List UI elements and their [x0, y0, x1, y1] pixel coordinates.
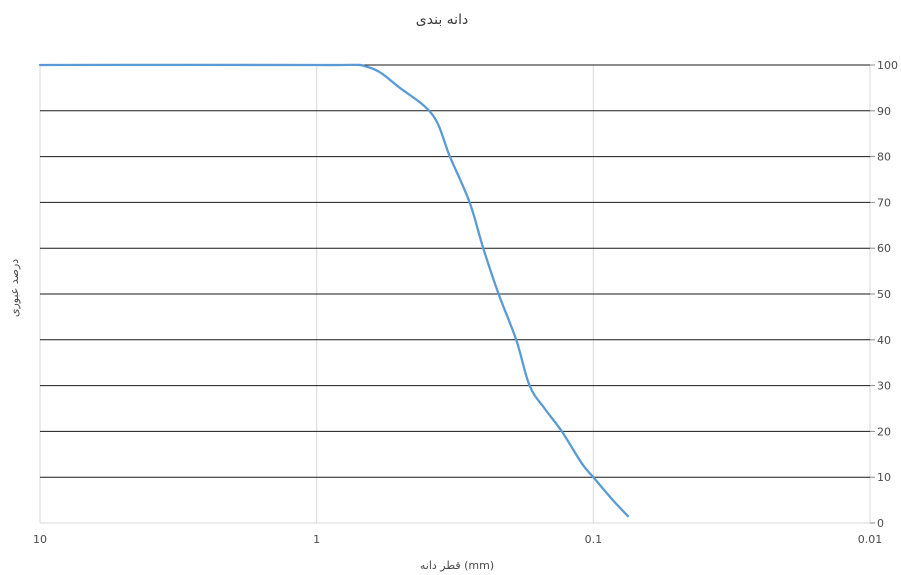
x-tick-label-1: 1 — [313, 533, 320, 546]
y-tick-label-5: 50 — [877, 288, 891, 301]
y-tick-label-8: 80 — [877, 151, 891, 164]
x-tick-label-2: 0.1 — [585, 533, 603, 546]
y-axis-label: درصد عبوری — [8, 259, 21, 317]
y-tick-label-7: 70 — [877, 196, 891, 209]
x-tick-labels: 10 1 0.1 0.01 — [33, 533, 882, 546]
y-tick-label-3: 30 — [877, 380, 891, 393]
series-line — [38, 63, 630, 518]
y-tick-labels: 0 10 20 30 40 50 60 70 80 90 100 — [877, 59, 898, 530]
x-tick-label-0: 10 — [33, 533, 47, 546]
y-tick-label-9: 90 — [877, 105, 891, 118]
y-tick-label-0: 0 — [877, 517, 884, 530]
y-tick-label-10: 100 — [877, 59, 898, 72]
y-tick-marks — [870, 64, 875, 524]
horizontal-grid — [40, 64, 870, 524]
y-tick-label-2: 20 — [877, 425, 891, 438]
chart-title: دانه بندی — [416, 12, 468, 28]
y-tick-label-4: 40 — [877, 334, 891, 347]
x-tick-label-3: 0.01 — [858, 533, 883, 546]
y-tick-label-6: 60 — [877, 242, 891, 255]
x-axis-label: قطر دانه (mm) — [420, 559, 494, 572]
y-tick-label-1: 10 — [877, 471, 891, 484]
